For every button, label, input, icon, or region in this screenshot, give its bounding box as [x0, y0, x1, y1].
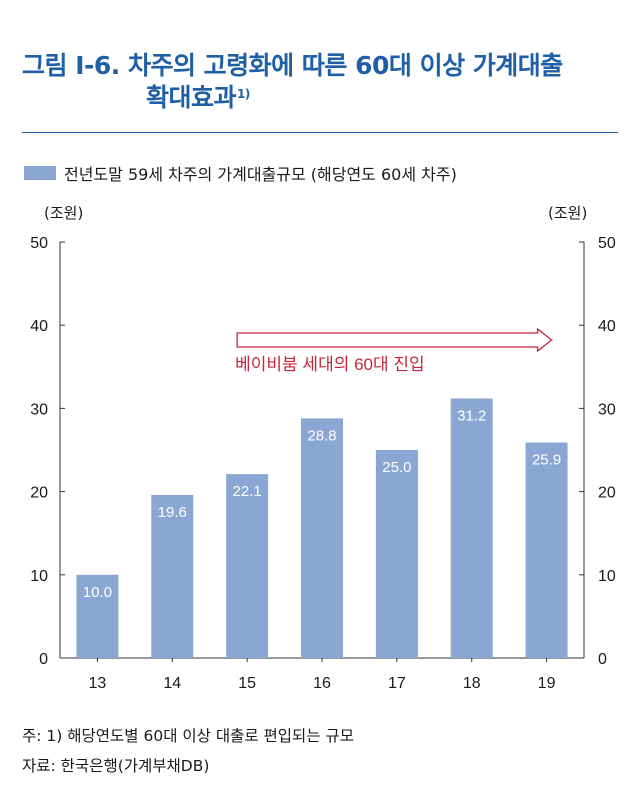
legend: 전년도말 59세 차주의 가계대출규모 (해당연도 60세 차주) [24, 161, 457, 185]
x-tick-label: 13 [89, 675, 107, 692]
x-tick-label: 16 [313, 675, 331, 692]
bar-value-label: 25.9 [532, 452, 561, 469]
bar-value-label: 22.1 [233, 483, 262, 500]
y-tick-label-right: 20 [598, 485, 616, 502]
bar-value-label: 28.8 [307, 427, 336, 444]
y-tick-label-left: 10 [30, 568, 48, 585]
figure-title: 그림 Ⅰ-6. 차주의 고령화에 따른 60대 이상 가계대출 확대효과1) [22, 50, 622, 114]
y-tick-label-right: 50 [598, 235, 616, 252]
title-divider [22, 132, 618, 133]
y-tick-label-right: 0 [598, 651, 607, 668]
bar [450, 398, 493, 658]
x-tick-label: 19 [538, 675, 556, 692]
bar [151, 494, 194, 658]
bar-value-label: 10.0 [83, 584, 112, 601]
bar-value-label: 19.6 [158, 504, 187, 521]
footnote-marker: 1) [237, 87, 250, 101]
bar-value-label: 25.0 [382, 459, 411, 476]
annotation-label: 베이비붐 세대의 60대 진입 [235, 355, 424, 374]
x-tick-label: 18 [463, 675, 481, 692]
legend-label: 전년도말 59세 차주의 가계대출규모 (해당연도 60세 차주) [64, 165, 457, 184]
bar [301, 418, 343, 658]
y-tick-label-right: 30 [598, 401, 616, 418]
left-axis-unit: (조원) [44, 204, 84, 222]
bar [226, 474, 269, 658]
bar [525, 442, 568, 658]
figure-title-line2-text: 확대효과 [146, 83, 237, 112]
bar [76, 574, 119, 658]
bar [375, 450, 418, 658]
x-tick-label: 17 [388, 675, 406, 692]
y-tick-label-left: 40 [30, 318, 48, 335]
x-tick-label: 15 [238, 675, 256, 692]
right-axis-unit: (조원) [548, 204, 588, 222]
figure-title-line2: 확대효과1) [22, 82, 622, 114]
source-note: 자료: 한국은행(가계부채DB) [22, 757, 210, 775]
y-tick-label-left: 20 [30, 485, 48, 502]
bar-chart: 0 0 10 10 20 20 30 30 40 40 50 50 10.0 13 19.6 14 22.1 15… [30, 235, 616, 692]
figure-title-line1: 그림 Ⅰ-6. 차주의 고령화에 따른 60대 이상 가계대출 [22, 51, 563, 80]
annotation-arrow [236, 327, 553, 353]
footnote: 주: 1) 해당연도별 60대 이상 대출로 편입되는 규모 [22, 727, 355, 745]
y-tick-label-left: 50 [30, 235, 48, 252]
legend-swatch [24, 166, 56, 180]
y-tick-label-right: 10 [598, 568, 616, 585]
x-tick-label: 14 [163, 675, 181, 692]
y-tick-label-left: 0 [39, 651, 48, 668]
y-tick-label-right: 40 [598, 318, 616, 335]
y-tick-label-left: 30 [30, 401, 48, 418]
bar-value-label: 31.2 [457, 407, 486, 424]
